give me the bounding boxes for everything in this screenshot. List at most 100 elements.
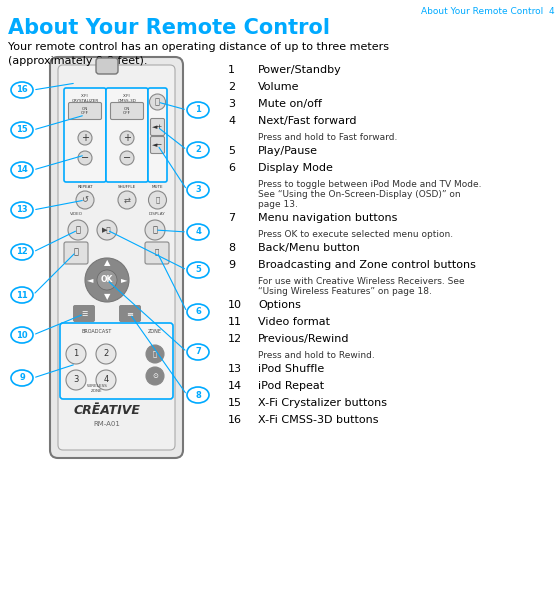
FancyBboxPatch shape [106,88,148,182]
Circle shape [76,191,94,209]
Text: MUTE: MUTE [152,185,164,189]
Text: ZONE: ZONE [148,329,162,334]
Text: BROADCAST: BROADCAST [82,329,112,334]
Text: 8: 8 [195,391,201,400]
Text: About Your Remote Control  4: About Your Remote Control 4 [421,7,555,16]
Text: Mute on/off: Mute on/off [258,99,322,109]
Text: 10: 10 [16,331,28,340]
Text: 15: 15 [16,125,28,134]
Ellipse shape [11,287,33,303]
Text: 14: 14 [228,381,242,391]
Text: Press to toggle between iPod Mode and TV Mode.: Press to toggle between iPod Mode and TV… [258,180,482,189]
FancyBboxPatch shape [64,88,106,182]
Text: 16: 16 [16,85,28,94]
Circle shape [85,258,129,302]
Circle shape [68,220,88,240]
Text: ▲: ▲ [104,259,110,268]
Text: 6: 6 [228,163,235,173]
Circle shape [78,151,92,165]
Text: ▶⏸: ▶⏸ [102,227,112,233]
Circle shape [150,94,166,110]
Text: 📺: 📺 [155,248,159,256]
Text: Video format: Video format [258,317,330,327]
Circle shape [78,131,92,145]
Text: Your remote control has an operating distance of up to three meters
(approximate: Your remote control has an operating dis… [8,42,389,65]
Text: WIRELESS
ZONE: WIRELESS ZONE [87,385,108,393]
Text: OK: OK [101,275,113,284]
Text: ☰: ☰ [81,311,87,317]
Text: Options: Options [258,300,301,310]
Ellipse shape [187,142,209,158]
Text: Previous/Rewind: Previous/Rewind [258,334,349,344]
Circle shape [146,345,164,363]
FancyBboxPatch shape [64,242,88,264]
Text: X-Fi Crystalizer buttons: X-Fi Crystalizer buttons [258,398,387,408]
Text: Press OK to execute selected menu option.: Press OK to execute selected menu option… [258,230,453,239]
Text: 4: 4 [228,116,235,126]
Text: VIDEO: VIDEO [69,212,82,216]
Text: X-FI
CRYSTALIZER: X-FI CRYSTALIZER [71,94,99,103]
Text: 7: 7 [228,213,235,223]
Text: CRĒATIVE: CRĒATIVE [73,403,141,416]
Circle shape [120,131,134,145]
FancyBboxPatch shape [58,65,175,450]
Text: “Using Wireless Features” on page 18.: “Using Wireless Features” on page 18. [258,287,432,296]
Text: See “Using the On-Screen-Display (OSD)” on: See “Using the On-Screen-Display (OSD)” … [258,190,461,199]
Text: 6: 6 [195,307,201,317]
Text: 14: 14 [16,166,28,175]
Text: ⇄: ⇄ [124,196,130,205]
Text: −: − [81,153,89,163]
Text: FORMAT: FORMAT [66,248,82,252]
Text: 9: 9 [19,373,25,383]
Ellipse shape [11,244,33,260]
Text: 5: 5 [228,146,235,156]
Text: 2: 2 [228,82,235,92]
FancyBboxPatch shape [145,242,169,264]
Text: 1: 1 [73,349,78,358]
Text: ⏮: ⏮ [76,226,81,235]
Ellipse shape [11,327,33,343]
Text: 4: 4 [195,227,201,236]
Text: 1: 1 [228,65,235,75]
Text: ⎗: ⎗ [73,247,78,257]
Circle shape [120,151,134,165]
Ellipse shape [187,344,209,360]
Ellipse shape [187,182,209,198]
Text: Display Mode: Display Mode [258,163,333,173]
Text: 9: 9 [228,260,235,270]
Circle shape [96,370,116,390]
FancyBboxPatch shape [119,305,141,322]
FancyBboxPatch shape [50,57,183,458]
Text: 8: 8 [228,243,235,253]
Text: ⧉: ⧉ [153,350,157,358]
Text: Next/Fast forward: Next/Fast forward [258,116,357,126]
FancyBboxPatch shape [60,323,173,399]
Text: 2: 2 [195,145,201,154]
FancyBboxPatch shape [110,103,143,119]
Circle shape [97,270,117,290]
Ellipse shape [187,262,209,278]
Text: ▼: ▼ [104,292,110,301]
Text: 10: 10 [228,300,242,310]
Text: X-FI
CMSS-3D: X-FI CMSS-3D [118,94,137,103]
Text: ◄: ◄ [87,275,94,284]
Text: Volume: Volume [258,82,300,92]
Text: 12: 12 [16,247,28,257]
Text: Power/Standby: Power/Standby [258,65,342,75]
Text: 13: 13 [16,205,28,214]
Text: 11: 11 [228,317,242,327]
Ellipse shape [187,224,209,240]
Text: 16: 16 [228,415,242,425]
Circle shape [148,191,166,209]
Text: 3: 3 [195,185,201,194]
Text: Press and hold to Fast forward.: Press and hold to Fast forward. [258,133,398,142]
Circle shape [145,220,165,240]
Ellipse shape [11,370,33,386]
Ellipse shape [11,122,33,138]
Text: 3: 3 [228,99,235,109]
FancyBboxPatch shape [68,103,101,119]
Text: RM-A01: RM-A01 [94,421,120,427]
Ellipse shape [187,102,209,118]
Text: 15: 15 [228,398,242,408]
FancyBboxPatch shape [151,118,165,136]
